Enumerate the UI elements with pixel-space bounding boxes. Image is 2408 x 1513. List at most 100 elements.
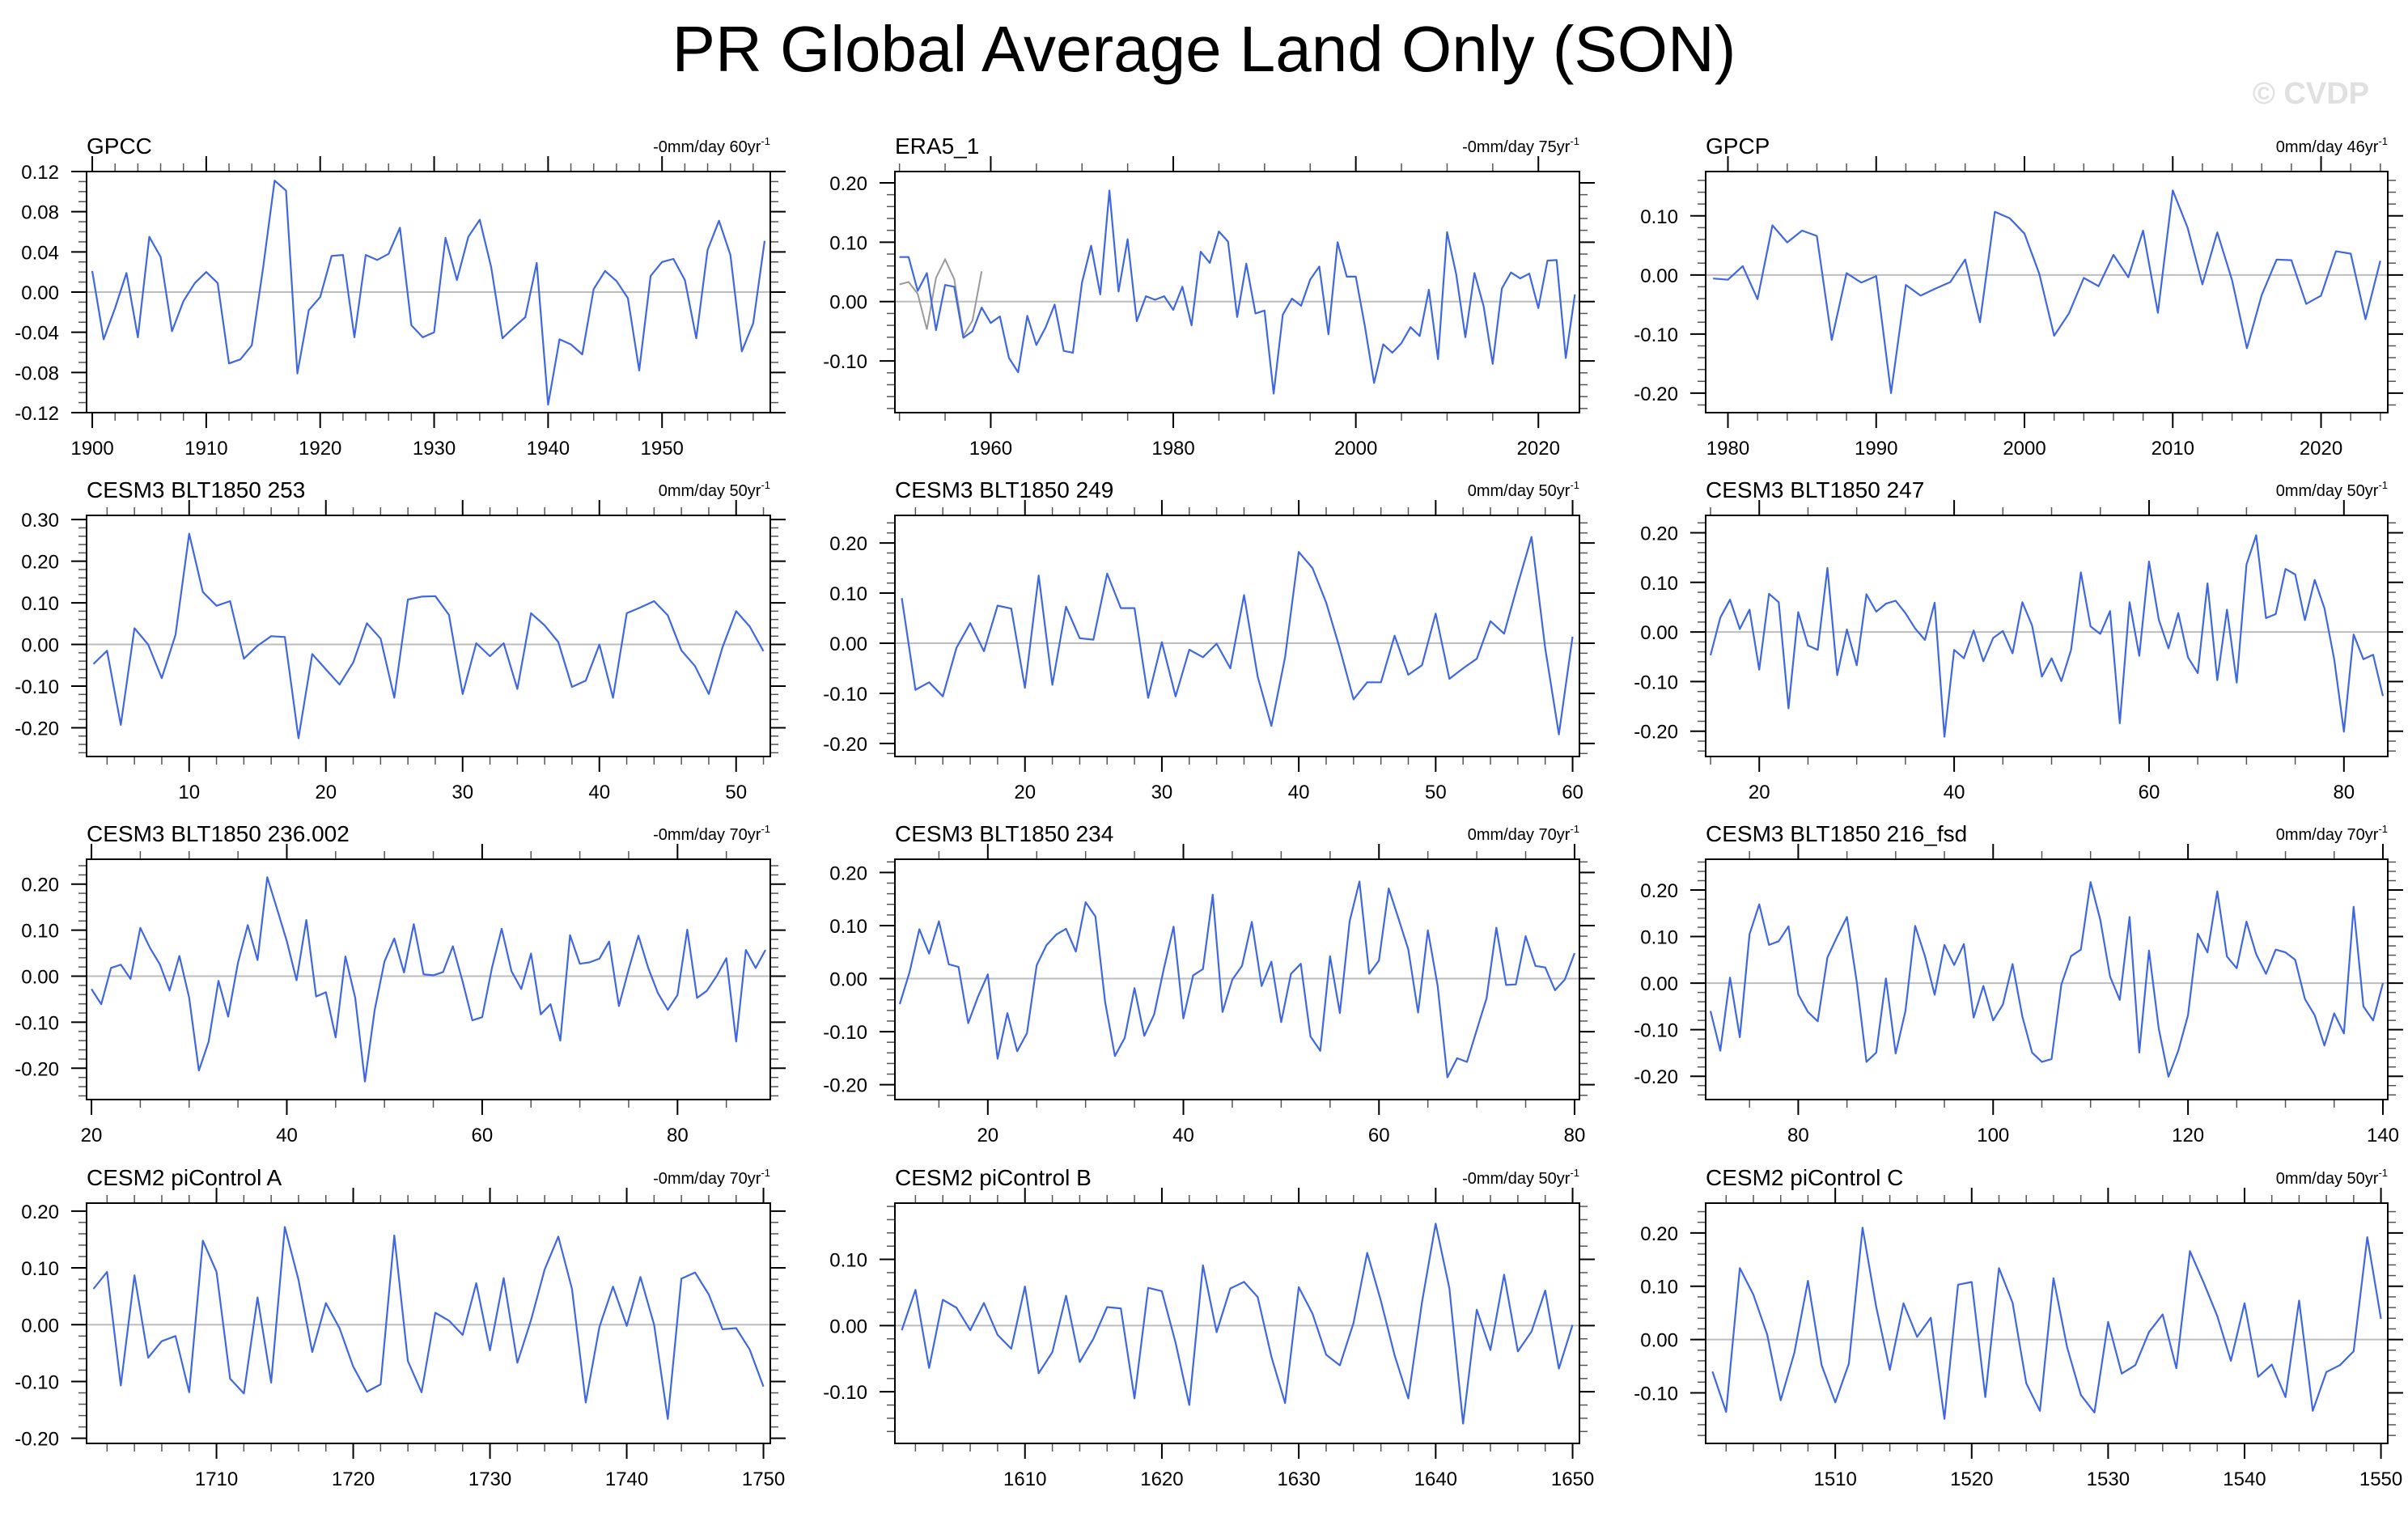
y-tick-label: 0.00 xyxy=(21,967,59,989)
y-tick-label: -0.08 xyxy=(15,362,59,384)
x-tick-label: 20 xyxy=(81,1125,103,1146)
plot-frame xyxy=(894,1202,1580,1444)
trend-superscript: -1 xyxy=(761,823,770,835)
x-tick-label: 60 xyxy=(472,1125,494,1146)
panels: GPCC -0mm/day 60yr-1-0.12-0.08-0.040.000.… xyxy=(15,134,2403,1490)
y-tick-label: -0.10 xyxy=(1634,324,1678,346)
x-tick-label: 2000 xyxy=(1334,438,1377,460)
trend-superscript: -1 xyxy=(1570,1167,1579,1179)
x-tick-label: 2020 xyxy=(1517,438,1560,460)
trend-label: 0mm/day 70yr-1 xyxy=(2276,823,2388,844)
trend-label: 0mm/day 70yr-1 xyxy=(1468,823,1579,844)
y-tick-label: 0.00 xyxy=(21,635,59,657)
panel: CESM3 BLT1850 249 0mm/day 50yr-1 -0.20 -0.1… xyxy=(823,477,1595,803)
y-tick-label: 0.00 xyxy=(1640,1330,1678,1352)
plot-frame xyxy=(894,515,1580,757)
y-tick-label: 0.20 xyxy=(829,533,867,555)
y-tick-label: 0.20 xyxy=(21,552,59,574)
x-tick-label: 1900 xyxy=(70,438,113,460)
y-tick-label: 0.00 xyxy=(829,969,867,991)
y-tick-label: 0.20 xyxy=(829,173,867,195)
x-tick-label: 20 xyxy=(977,1125,998,1146)
trend-superscript: -1 xyxy=(2378,135,2388,147)
x-tick-label: 40 xyxy=(1288,782,1310,803)
y-tick-label: -0.20 xyxy=(823,1075,867,1097)
y-tick-label: -0.20 xyxy=(15,1058,59,1080)
trend-label: 0mm/day 50yr-1 xyxy=(659,479,770,500)
main-title: PR Global Average Land Only (SON) xyxy=(672,13,1736,85)
y-tick-label: -0.10 xyxy=(823,684,867,706)
trend-value: 0mm/day 50yr xyxy=(2276,482,2379,500)
plot-frame xyxy=(86,858,771,1100)
y-tick-label: -0.20 xyxy=(1634,722,1678,744)
trend-label: 0mm/day 50yr-1 xyxy=(2276,479,2388,500)
x-tick-label: 80 xyxy=(1564,1125,1586,1146)
plot-frame xyxy=(1705,171,2389,413)
y-tick-label: 0.10 xyxy=(829,583,867,605)
y-tick-label: 0.20 xyxy=(1640,880,1678,902)
y-tick-label: 0.00 xyxy=(1640,622,1678,644)
x-tick-label: 80 xyxy=(1787,1125,1809,1146)
panel: CESM3 BLT1850 216_fsd 0mm/day 70yr-1 -0.20… xyxy=(1634,821,2403,1146)
x-tick-label: 1750 xyxy=(742,1468,785,1490)
y-tick-label: -0.10 xyxy=(823,1382,867,1404)
panel: CESM3 BLT1850 234 0mm/day 70yr-1 -0.20 -0.1… xyxy=(823,821,1595,1146)
panel: CESM3 BLT1850 236.002 -0mm/day 70yr-1 -0.2… xyxy=(15,821,786,1146)
panel: ERA5_1 -0mm/day 75yr-1 -0.10 0.00 0.10 0.20 19… xyxy=(823,134,1595,460)
trend-superscript: -1 xyxy=(1570,823,1579,835)
series-line xyxy=(91,876,766,1083)
x-tick-label: 1630 xyxy=(1277,1468,1320,1490)
y-tick-label: 0.08 xyxy=(21,202,59,224)
y-tick-label: -0.20 xyxy=(15,718,59,740)
panel: CESM2 piControl B -0mm/day 50yr-1 -0.10 0.0… xyxy=(823,1165,1595,1490)
series-line xyxy=(901,1223,1574,1425)
trend-label: -0mm/day 50yr-1 xyxy=(1462,1167,1579,1188)
x-tick-label: 1530 xyxy=(2087,1468,2130,1490)
x-tick-label: 80 xyxy=(667,1125,689,1146)
trend-superscript: -1 xyxy=(2378,479,2388,491)
trend-value: 0mm/day 50yr xyxy=(2276,1170,2379,1188)
panel-title: CESM3 BLT1850 236.002 xyxy=(87,821,350,846)
plot-frame xyxy=(1705,858,2389,1100)
y-tick-label: 0.12 xyxy=(21,162,59,184)
y-tick-label: 0.00 xyxy=(829,1316,867,1337)
panel: CESM3 BLT1850 253 0mm/day 50yr-1 -0.20 -0.1… xyxy=(15,477,786,803)
trend-value: -0mm/day 70yr xyxy=(653,826,761,844)
y-tick-label: 0.00 xyxy=(1640,265,1678,287)
x-tick-label: 40 xyxy=(1944,782,1965,803)
y-tick-label: 0.00 xyxy=(829,634,867,655)
series-line xyxy=(91,180,766,406)
y-tick-label: -0.20 xyxy=(1634,384,1678,405)
panel: CESM2 piControl A -0mm/day 70yr-1 -0.20 -0.… xyxy=(15,1165,786,1490)
trend-label: 0mm/day 50yr-1 xyxy=(2276,1167,2388,1188)
y-tick-label: -0.10 xyxy=(823,351,867,373)
y-tick-label: 0.20 xyxy=(1640,523,1678,545)
trend-value: 0mm/day 46yr xyxy=(2276,138,2379,156)
x-tick-label: 140 xyxy=(2367,1125,2399,1146)
x-tick-label: 60 xyxy=(1368,1125,1390,1146)
trend-label: 0mm/day 50yr-1 xyxy=(1468,479,1579,500)
panel-title: ERA5_1 xyxy=(895,134,979,159)
series-line xyxy=(92,532,765,740)
trend-value: -0mm/day 50yr xyxy=(1462,1170,1571,1188)
trend-label: -0mm/day 60yr-1 xyxy=(653,135,770,156)
x-tick-label: 30 xyxy=(451,782,473,803)
x-tick-label: 40 xyxy=(1172,1125,1194,1146)
y-tick-label: 0.10 xyxy=(1640,1277,1678,1299)
x-tick-label: 1640 xyxy=(1414,1468,1457,1490)
panel-title: GPCC xyxy=(87,134,152,159)
y-tick-label: -0.20 xyxy=(15,1429,59,1451)
x-tick-label: 40 xyxy=(276,1125,298,1146)
series-line xyxy=(898,880,1576,1079)
x-tick-label: 1960 xyxy=(969,438,1012,460)
panel: GPCC -0mm/day 60yr-1 -0.12 -0.08 -0.04 0.00 0.… xyxy=(15,134,786,460)
trend-value: 0mm/day 70yr xyxy=(2276,826,2379,844)
x-tick-label: 1710 xyxy=(195,1468,238,1490)
trend-superscript: -1 xyxy=(1570,135,1579,147)
y-tick-label: 0.10 xyxy=(829,1250,867,1272)
trend-superscript: -1 xyxy=(2378,1167,2388,1179)
y-tick-label: 0.10 xyxy=(21,921,59,943)
x-tick-label: 2000 xyxy=(2003,438,2046,460)
y-tick-label: 0.10 xyxy=(829,232,867,254)
x-tick-label: 2020 xyxy=(2300,438,2342,460)
